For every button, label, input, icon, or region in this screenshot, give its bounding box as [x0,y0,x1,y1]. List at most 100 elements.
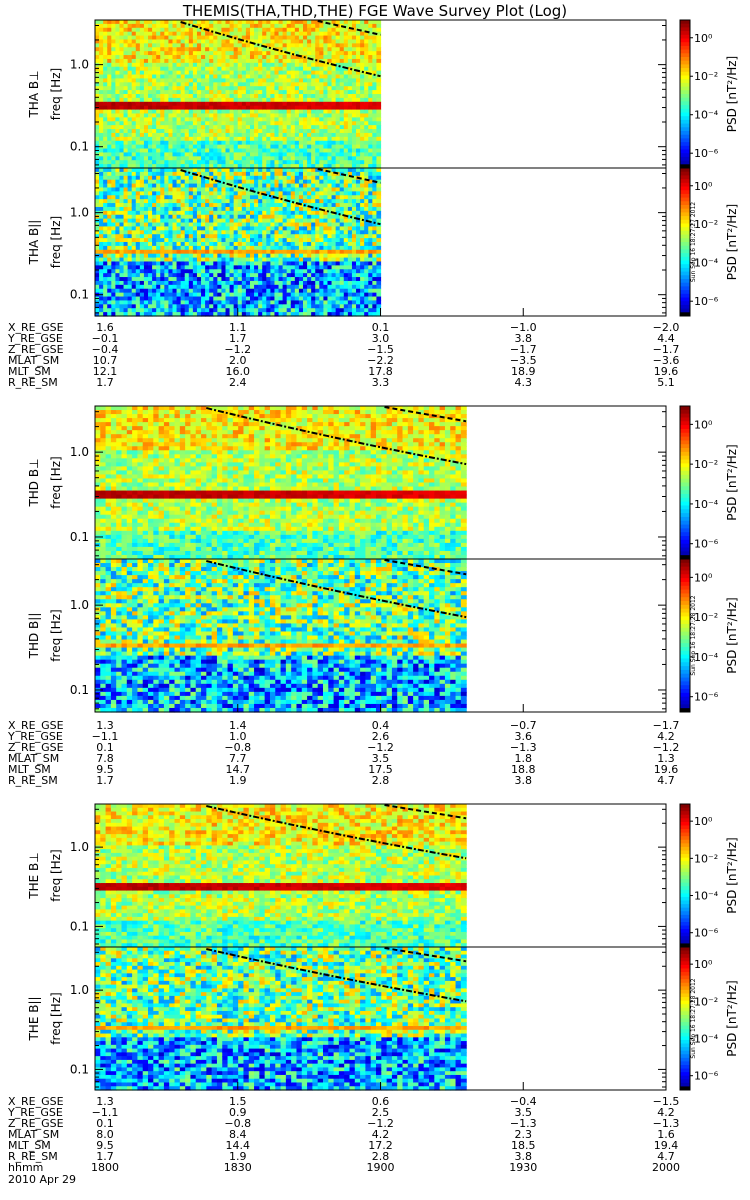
spectrogram-cell [99,39,104,43]
spectrogram-cell [246,281,251,285]
spectrogram-cell [119,71,124,75]
spectrogram-cell [283,242,288,246]
spectrogram-cell [136,117,141,121]
spectrogram-cell [262,125,267,129]
spectrogram-cell [250,293,255,297]
spectrogram-cell [193,90,198,94]
spectrogram-cell [246,199,251,203]
spectrogram-cell [315,32,320,36]
spectrogram-cell [226,304,231,308]
spectrogram-cell [348,129,353,133]
spectrogram-cell [205,113,210,117]
spectrogram-cell [372,152,377,156]
spectrogram-cell [197,102,202,106]
spectrogram-cell [295,242,300,246]
spectrogram-cell [270,203,275,207]
spectrogram-cell [226,152,231,156]
spectrogram-cell [332,226,337,230]
spectrogram-cell [283,300,288,304]
spectrogram-cell [376,51,381,55]
spectrogram-cell [344,106,349,110]
spectrogram-cell [287,203,292,207]
spectrogram-cell [303,250,308,254]
spectrogram-cell [319,78,324,82]
spectrogram-cell [217,199,222,203]
spectrogram-cell [315,215,320,219]
spectrogram-cell [152,223,157,227]
spectrogram-cell [197,297,202,301]
spectrogram-cell [160,207,165,211]
spectrogram-cell [274,176,279,180]
spectrogram-cell [164,43,169,47]
spectrogram-cell [315,265,320,269]
spectrogram-cell [119,187,124,191]
spectrogram-cell [311,149,316,153]
spectrogram-cell [266,250,271,254]
spectrogram-cell [372,156,377,160]
spectrogram-cell [111,141,116,145]
spectrogram-cell [140,203,145,207]
spectrogram-cell [217,195,222,199]
spectrogram-cell [254,86,259,90]
spectrogram-cell [303,86,308,90]
spectrogram-cell [250,110,255,114]
spectrogram-cell [323,242,328,246]
spectrogram-cell [250,145,255,149]
spectrogram-cell [103,152,108,156]
spectrogram-cell [209,71,214,75]
spectrogram-cell [132,265,137,269]
spectrogram-cell [360,67,365,71]
spectrogram-cell [327,78,332,82]
spectrogram-cell [181,277,186,281]
spectrogram-cell [250,51,255,55]
spectrogram-cell [364,59,369,63]
spectrogram-cell [177,281,182,285]
spectrogram-cell [124,281,129,285]
spectrogram-cell [193,238,198,242]
spectrogram-cell [197,285,202,289]
spectrogram-cell [124,273,129,277]
spectrogram-cell [287,106,292,110]
spectrogram-cell [201,36,206,40]
spectrogram-cell [103,141,108,145]
spectrogram-cell [99,24,104,28]
spectrogram-cell [119,47,124,51]
spectrogram-cell [319,145,324,149]
spectrogram-cell [319,94,324,98]
spectrogram-cell [311,51,316,55]
spectrogram-cell [119,308,124,312]
spectrogram-cell [299,71,304,75]
spectrogram-cell [258,24,263,28]
spectrogram-cell [242,67,247,71]
spectrogram-cell [332,195,337,199]
spectrogram-cell [185,297,190,301]
spectrogram-cell [111,20,116,24]
spectrogram-cell [254,293,259,297]
spectrogram-cell [172,145,177,149]
spectrogram-cell [230,137,235,141]
spectrogram-cell [299,180,304,184]
spectrogram-cell [201,281,206,285]
spectrogram-cell [99,67,104,71]
spectrogram-cell [115,106,120,110]
spectrogram-cell [266,258,271,262]
spectrogram-cell [274,211,279,215]
spectrogram-cell [156,246,161,250]
spectrogram-cell [119,269,124,273]
spectrogram-cell [279,137,284,141]
spectrogram-cell [201,242,206,246]
spectrogram-cell [115,43,120,47]
spectrogram-cell [124,223,129,227]
spectrogram-cell [201,117,206,121]
spectrogram-cell [364,67,369,71]
spectrogram-cell [140,145,145,149]
spectrogram-cell [295,36,300,40]
spectrogram-cell [287,191,292,195]
spectrogram-cell [274,246,279,250]
spectrogram-cell [372,125,377,129]
spectrogram-cell [99,254,104,258]
spectrogram-cell [274,152,279,156]
spectrogram-cell [177,285,182,289]
spectrogram-cell [193,43,198,47]
spectrogram-cell [262,226,267,230]
